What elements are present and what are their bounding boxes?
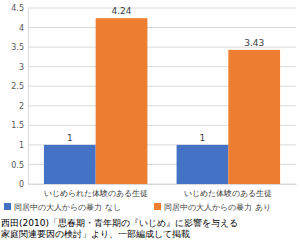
x-tick: いじめられた体験のある生徒 bbox=[44, 184, 148, 198]
bars bbox=[44, 18, 280, 184]
data-label: 1 bbox=[67, 133, 73, 143]
source-note: 家庭関連要因の検討」より、一部編成して掲載 bbox=[1, 229, 190, 239]
grid bbox=[28, 8, 296, 184]
bar bbox=[44, 145, 96, 184]
y-tick-label: 1.5 bbox=[11, 121, 24, 130]
x-axis-line bbox=[29, 184, 297, 185]
y-tick-label: 0 bbox=[19, 180, 24, 189]
chart: 0 0.5 1 1.5 2 2.5 3 3.5 4 4.5 いじめられた体験のある生徒 いじめた体験の… bbox=[0, 0, 300, 240]
y-tick: 1.5 bbox=[11, 121, 28, 130]
data-label: 3.43 bbox=[244, 38, 264, 48]
y-tick-label: 4.5 bbox=[11, 4, 24, 13]
legend-swatch bbox=[4, 203, 11, 210]
bar bbox=[177, 145, 229, 184]
y-axis: 0 0.5 1 1.5 2 2.5 3 3.5 4 4.5 bbox=[11, 4, 28, 189]
x-axis: いじめられた体験のある生徒 いじめた体験のある生徒 bbox=[29, 184, 297, 198]
y-tick: 3.5 bbox=[11, 43, 28, 52]
y-tick: 2 bbox=[19, 102, 28, 111]
y-tick-label: 2 bbox=[19, 102, 24, 111]
grid-line bbox=[28, 27, 296, 28]
y-tick: 0.5 bbox=[11, 161, 28, 170]
data-label: 1 bbox=[200, 133, 206, 143]
y-tick-label: 0.5 bbox=[11, 161, 24, 170]
y-tick: 4 bbox=[19, 24, 28, 33]
x-tick-label: いじめた体験のある生徒 bbox=[184, 189, 272, 198]
y-axis-line bbox=[28, 9, 29, 185]
y-tick: 1 bbox=[19, 141, 28, 150]
y-tick: 2.5 bbox=[11, 82, 28, 91]
y-tick-label: 2.5 bbox=[11, 82, 24, 91]
x-tick-label: いじめられた体験のある生徒 bbox=[44, 189, 148, 198]
bar bbox=[228, 50, 280, 184]
source-note: 西田(2010)「思春期・青年期の『いじめ』に影響を与える bbox=[1, 218, 238, 228]
y-tick: 4.5 bbox=[11, 4, 28, 13]
data-labels: 1 1 4.24 3.43 bbox=[67, 6, 264, 143]
y-tick: 3 bbox=[19, 63, 28, 72]
y-tick-label: 3 bbox=[19, 63, 24, 72]
legend-label: 同居中の大人からの暴力 なし bbox=[14, 203, 121, 212]
data-label: 4.24 bbox=[112, 6, 132, 16]
x-tick: いじめた体験のある生徒 bbox=[184, 184, 272, 198]
y-tick-label: 4 bbox=[19, 24, 24, 33]
bar bbox=[96, 18, 148, 184]
y-tick-label: 3.5 bbox=[11, 43, 24, 52]
legend-swatch bbox=[154, 203, 161, 210]
legend-item: 同居中の大人からの暴力 あり bbox=[154, 203, 271, 212]
grid-line bbox=[28, 8, 296, 9]
background bbox=[0, 0, 300, 240]
legend-label: 同居中の大人からの暴力 あり bbox=[164, 203, 271, 212]
y-tick-label: 1 bbox=[19, 141, 24, 150]
y-tick: 0 bbox=[19, 180, 28, 189]
legend-item: 同居中の大人からの暴力 なし bbox=[4, 203, 121, 212]
legend: 同居中の大人からの暴力 なし 同居中の大人からの暴力 あり bbox=[4, 203, 271, 212]
